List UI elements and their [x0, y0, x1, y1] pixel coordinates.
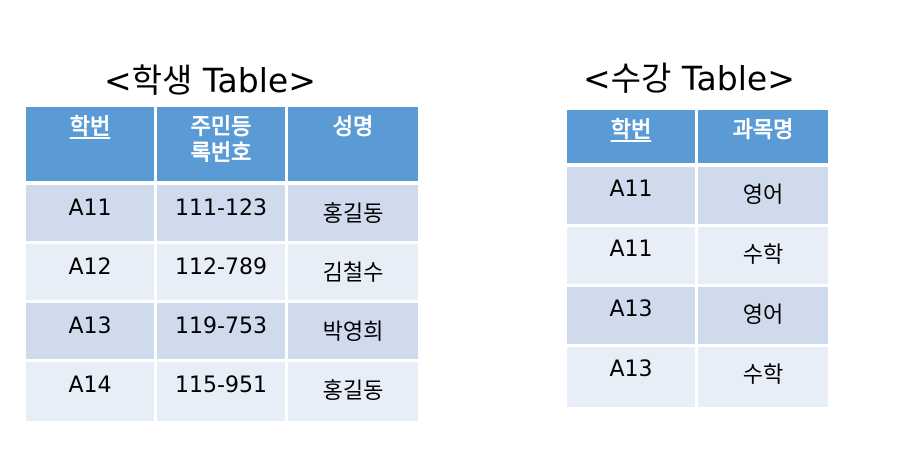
table-row: A14 115-951 홍길동	[26, 362, 418, 421]
cell-student-id: A13	[567, 287, 698, 347]
resident-number-header-text: 주민등 록번호	[190, 115, 252, 167]
table-row: A13 수학	[567, 347, 828, 407]
column-header-name: 성명	[288, 107, 418, 185]
table-row: A13 119-753 박영희	[26, 303, 418, 362]
student-table-title: <학생 Table>	[104, 61, 316, 100]
cell-student-id: A11	[26, 185, 157, 244]
cell-student-id: A12	[26, 244, 157, 303]
cell-course-name: 수학	[698, 347, 828, 407]
table-row: A11 111-123 홍길동	[26, 185, 418, 244]
column-header-student-id: 학번	[567, 110, 698, 167]
column-header-resident-number: 주민등 록번호	[157, 107, 288, 185]
header-row: 학번 주민등 록번호 성명	[26, 107, 418, 185]
table-row: A11 수학	[567, 227, 828, 287]
cell-name: 홍길동	[288, 185, 418, 244]
cell-student-id: A13	[567, 347, 698, 407]
cell-course-name: 영어	[698, 287, 828, 347]
cell-course-name: 영어	[698, 167, 828, 227]
table-row: A13 영어	[567, 287, 828, 347]
student-table: 학번 주민등 록번호 성명 A11 111-123 홍길동 A12 112-789…	[26, 107, 418, 421]
table-row: A12 112-789 김철수	[26, 244, 418, 303]
enrollment-table-title: <수강 Table>	[583, 59, 795, 98]
cell-resident-number: 119-753	[157, 303, 288, 362]
cell-resident-number: 111-123	[157, 185, 288, 244]
header-row: 학번 과목명	[567, 110, 828, 167]
cell-name: 홍길동	[288, 362, 418, 421]
cell-student-id: A11	[567, 167, 698, 227]
column-header-student-id: 학번	[26, 107, 157, 185]
cell-resident-number: 112-789	[157, 244, 288, 303]
cell-student-id: A14	[26, 362, 157, 421]
cell-name: 박영희	[288, 303, 418, 362]
cell-course-name: 수학	[698, 227, 828, 287]
cell-name: 김철수	[288, 244, 418, 303]
cell-resident-number: 115-951	[157, 362, 288, 421]
column-header-course-name: 과목명	[698, 110, 828, 167]
table-row: A11 영어	[567, 167, 828, 227]
cell-student-id: A11	[567, 227, 698, 287]
cell-student-id: A13	[26, 303, 157, 362]
enrollment-table: 학번 과목명 A11 영어 A11 수학 A13 영어 A13 수학	[567, 110, 828, 407]
